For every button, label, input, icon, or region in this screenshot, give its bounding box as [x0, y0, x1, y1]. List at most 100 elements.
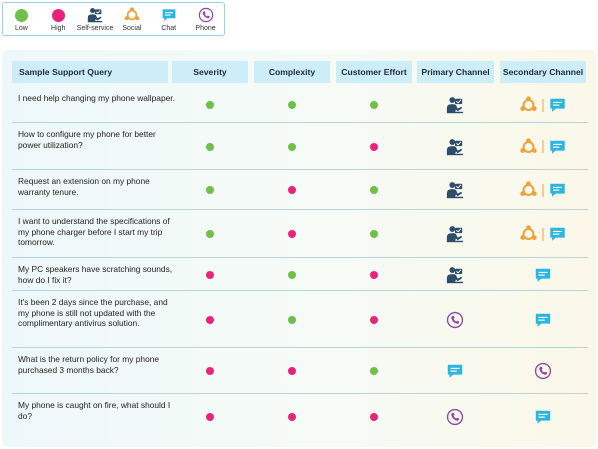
- complexity-cell: [288, 186, 296, 194]
- legend-item-phone: Phone: [188, 7, 224, 32]
- legend-symbol: [161, 7, 177, 23]
- primary-channel-cell: [446, 266, 464, 284]
- social-icon: [520, 225, 538, 243]
- secondary-channel-cell: [534, 266, 552, 284]
- phone-icon: [446, 408, 464, 426]
- query-text: I need help changing my phone wallpaper.: [18, 93, 175, 103]
- query-text: My phone is caught on fire, what should …: [18, 400, 171, 421]
- high-indicator-dot: [288, 412, 296, 421]
- high-indicator-dot: [206, 315, 214, 324]
- self-service-icon: [446, 181, 464, 199]
- secondary-channel-cell: [534, 408, 552, 426]
- secondary-channel-cell: [520, 181, 567, 199]
- effort-cell: [370, 186, 378, 194]
- high-indicator-dot: [288, 230, 296, 238]
- self-service-icon: [446, 225, 464, 243]
- legend-symbol: [124, 7, 140, 23]
- effort-cell: [370, 315, 378, 324]
- high-indicator-dot: [370, 142, 378, 151]
- channel-separator: [542, 227, 544, 241]
- query-text: How to configure my phone for better pow…: [18, 129, 156, 150]
- table-row: [12, 258, 588, 291]
- query-text: I want to understand the specifications …: [18, 216, 170, 247]
- complexity-cell: [288, 367, 296, 375]
- secondary-channel-cell: [534, 362, 552, 380]
- severity-cell: [206, 367, 214, 375]
- effort-cell: [370, 101, 378, 109]
- severity-cell: [206, 142, 214, 151]
- low-indicator-dot: [370, 101, 378, 109]
- secondary-channel-cell: [534, 311, 552, 329]
- self-service-icon: [446, 138, 464, 156]
- social-icon: [520, 181, 538, 199]
- social-icon: [520, 137, 538, 156]
- high-indicator-dot: [370, 270, 378, 279]
- chat-icon: [534, 266, 552, 284]
- legend-label: Chat: [161, 25, 177, 32]
- complexity-cell: [288, 101, 296, 109]
- table-row: [12, 170, 588, 210]
- severity-cell: [206, 230, 214, 238]
- low-indicator-dot: [206, 230, 214, 238]
- legend-symbol: [51, 7, 65, 23]
- complexity-cell: [288, 230, 296, 238]
- complexity-cell: [288, 412, 296, 421]
- primary-channel-cell: [446, 138, 464, 156]
- social-icon: [124, 7, 140, 23]
- severity-cell: [206, 186, 214, 194]
- effort-cell: [370, 230, 378, 238]
- table-row: [12, 291, 588, 348]
- low-indicator-dot: [370, 367, 378, 375]
- self-service-icon: [87, 7, 103, 23]
- complexity-cell: [288, 315, 296, 324]
- chat-icon: [534, 408, 552, 426]
- header-secondary-channel: Secondary Channel: [500, 61, 586, 83]
- primary-channel-cell: [446, 408, 464, 426]
- severity-cell: [206, 270, 214, 279]
- legend: Low High Self-service Social Chat Phone: [2, 2, 225, 36]
- table-row: [12, 87, 588, 123]
- low-indicator-dot: [14, 8, 28, 22]
- query-text: What is the return policy for my phone p…: [18, 354, 160, 375]
- phone-icon: [446, 311, 464, 329]
- phone-icon: [534, 362, 552, 380]
- severity-cell: [206, 101, 214, 109]
- complexity-cell: [288, 270, 296, 279]
- legend-item-social: Social: [114, 7, 150, 32]
- header-query: Sample Support Query: [12, 61, 168, 83]
- legend-item-low: Low: [3, 7, 39, 32]
- query-text: Request an extension on my phone warrant…: [18, 176, 150, 197]
- secondary-channel-cell: [520, 137, 567, 156]
- chat-icon: [549, 181, 567, 199]
- effort-cell: [370, 412, 378, 421]
- phone-icon: [198, 7, 214, 23]
- high-indicator-dot: [206, 367, 214, 375]
- chat-icon: [549, 138, 567, 156]
- low-indicator-dot: [288, 315, 296, 324]
- legend-label: Low: [14, 25, 28, 32]
- severity-cell: [206, 315, 214, 324]
- primary-channel-cell: [446, 311, 464, 329]
- query-text: It's been 2 days since the purchase, and…: [18, 297, 168, 328]
- self-service-icon: [446, 266, 464, 284]
- legend-item-self-service: Self-service: [77, 7, 113, 32]
- low-indicator-dot: [370, 230, 378, 238]
- legend-label: High: [51, 25, 66, 32]
- legend-symbol: [14, 7, 28, 23]
- legend-label: Social: [122, 25, 142, 32]
- legend-item-chat: Chat: [151, 7, 187, 32]
- table-row: [12, 210, 588, 258]
- social-icon: [520, 96, 538, 114]
- effort-cell: [370, 367, 378, 375]
- legend-symbol: [198, 7, 214, 23]
- channel-separator: [542, 183, 544, 197]
- primary-channel-cell: [446, 225, 464, 243]
- low-indicator-dot: [370, 186, 378, 194]
- low-indicator-dot: [206, 101, 214, 109]
- header-primary-channel: Primary Channel: [417, 61, 494, 83]
- low-indicator-dot: [288, 142, 296, 151]
- primary-channel-cell: [446, 181, 464, 199]
- support-matrix-panel: Sample Support Query Severity Complexity…: [2, 50, 596, 447]
- high-indicator-dot: [51, 8, 65, 22]
- high-indicator-dot: [370, 315, 378, 324]
